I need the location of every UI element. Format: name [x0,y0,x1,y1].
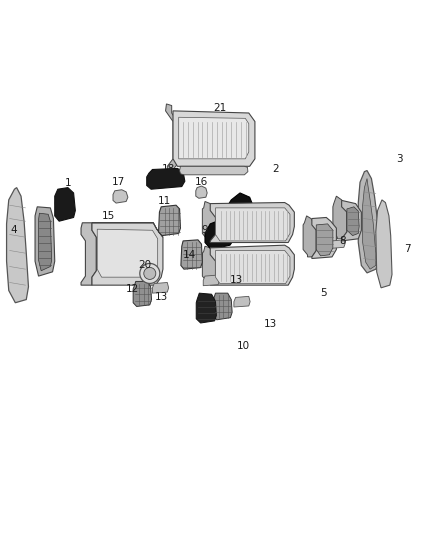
Polygon shape [303,216,316,257]
Text: 4: 4 [11,225,18,235]
Circle shape [140,263,160,284]
Polygon shape [159,205,180,236]
Text: 12: 12 [126,284,139,294]
Polygon shape [173,111,255,166]
Polygon shape [35,207,55,276]
Polygon shape [358,171,379,273]
Polygon shape [202,201,215,241]
Text: 3: 3 [396,154,403,164]
Polygon shape [215,208,290,241]
Polygon shape [113,190,128,203]
Text: 1: 1 [64,178,71,188]
Polygon shape [210,203,294,243]
Text: 17: 17 [112,177,125,187]
Polygon shape [81,223,96,285]
Polygon shape [166,104,179,169]
Polygon shape [147,168,185,189]
Text: 21: 21 [213,103,226,112]
Polygon shape [55,188,75,221]
Polygon shape [316,224,333,256]
Polygon shape [363,179,376,269]
Polygon shape [92,223,163,237]
Polygon shape [215,251,290,284]
Text: 13: 13 [230,275,243,285]
Polygon shape [181,240,202,269]
Text: 16: 16 [195,177,208,187]
Polygon shape [202,246,215,284]
Text: 11: 11 [158,197,171,206]
Polygon shape [196,186,207,198]
Polygon shape [376,200,392,288]
Polygon shape [312,217,336,259]
Polygon shape [180,166,248,175]
Polygon shape [234,296,250,307]
Text: 10: 10 [237,342,250,351]
Text: 8: 8 [339,236,346,246]
Text: 15: 15 [102,211,115,221]
Polygon shape [133,281,152,306]
Text: 13: 13 [264,319,277,329]
Polygon shape [97,229,158,277]
Polygon shape [196,293,216,323]
Polygon shape [331,240,345,248]
Text: 14: 14 [183,250,196,260]
Polygon shape [226,193,255,224]
Polygon shape [342,200,361,241]
Polygon shape [213,293,232,320]
Text: 13: 13 [155,293,168,302]
Polygon shape [205,220,237,249]
Polygon shape [210,245,294,285]
Polygon shape [39,213,52,271]
Polygon shape [333,196,347,239]
Text: 6: 6 [53,199,60,208]
Polygon shape [347,207,359,236]
Polygon shape [179,117,249,159]
Polygon shape [7,188,28,303]
Text: 2: 2 [272,165,279,174]
Polygon shape [92,223,163,285]
Polygon shape [152,282,169,293]
Text: 7: 7 [404,245,411,254]
Text: 20: 20 [138,261,151,270]
Text: 9: 9 [201,225,208,235]
Text: 5: 5 [320,288,327,298]
Polygon shape [203,275,219,286]
Circle shape [144,268,156,279]
Text: 18: 18 [162,165,175,174]
